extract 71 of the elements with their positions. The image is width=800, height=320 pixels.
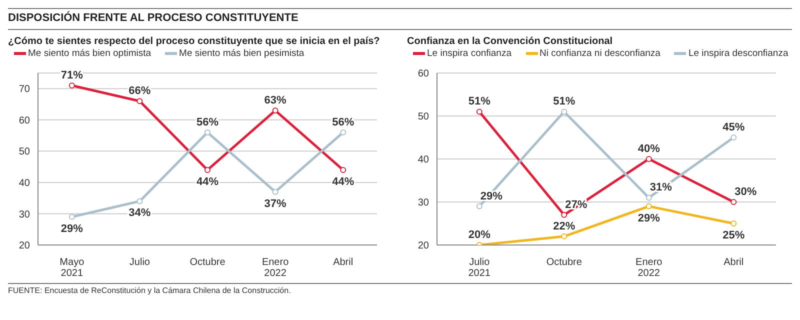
x-tick-label: Abril xyxy=(724,257,744,268)
data-label: 20% xyxy=(468,229,491,241)
data-label: 22% xyxy=(553,220,576,232)
data-label: 45% xyxy=(722,122,745,134)
y-tick-label: 70 xyxy=(18,84,30,96)
x-tick-label: Enero 2022 xyxy=(262,257,290,279)
y-tick-label: 40 xyxy=(18,178,30,190)
y-tick-label: 20 xyxy=(418,240,430,252)
point xyxy=(730,199,737,205)
point xyxy=(561,233,568,240)
legend-label: Ni confianza ni desconfianza xyxy=(540,48,660,59)
point xyxy=(136,198,143,204)
data-label: 29% xyxy=(480,190,503,202)
data-label: 25% xyxy=(722,230,745,242)
point xyxy=(476,203,482,210)
chart-title: Confianza en la Convención Constitucional xyxy=(407,36,614,47)
point xyxy=(136,98,143,104)
data-label: 40% xyxy=(638,143,660,155)
x-tick-label: Julio 2021 xyxy=(468,257,491,279)
x-tick-label: Octubre xyxy=(546,257,582,268)
legend-label: Me siento más bien optimista xyxy=(28,48,152,59)
chart-title: DISPOSICIÓN FRENTE AL PROCESO CONSTITUYENTE xyxy=(8,8,792,30)
point xyxy=(476,108,482,115)
chart-subtitle: ¿Cómo te sientes respecto del proceso constituyente que se inicia en el país? xyxy=(8,36,381,47)
point xyxy=(272,108,278,114)
data-label: 71% xyxy=(60,70,84,82)
point xyxy=(340,166,346,173)
legend-label: Le inspira desconfianza xyxy=(688,48,788,59)
point xyxy=(646,203,652,210)
data-label: 56% xyxy=(196,116,219,128)
point xyxy=(730,134,737,140)
point xyxy=(204,166,210,173)
y-tick-label: 30 xyxy=(18,209,30,220)
data-label: 29% xyxy=(638,212,660,224)
y-tick-label: 60 xyxy=(418,68,430,80)
data-label: 44% xyxy=(332,176,354,188)
point xyxy=(204,129,210,136)
y-tick-label: 30 xyxy=(418,198,430,209)
y-tick-label: 50 xyxy=(418,112,430,123)
data-label: 63% xyxy=(264,94,287,107)
point xyxy=(646,156,652,162)
y-tick-label: 60 xyxy=(18,115,30,126)
data-label: 34% xyxy=(128,207,151,220)
x-tick-label: Enero 2022 xyxy=(636,257,663,279)
point xyxy=(68,82,75,89)
data-label: 44% xyxy=(196,176,219,188)
x-tick-label: Abril xyxy=(333,257,354,268)
legend-label: Me siento más bien pesimista xyxy=(179,48,304,59)
data-label: 51% xyxy=(553,96,576,108)
point xyxy=(730,220,737,226)
data-label: 37% xyxy=(264,198,287,210)
point xyxy=(340,129,346,136)
data-label: 66% xyxy=(128,85,151,98)
point xyxy=(561,212,568,218)
y-tick-label: 50 xyxy=(18,146,30,158)
x-tick-label: Julio xyxy=(129,257,150,268)
x-tick-label: Mayo 2021 xyxy=(60,257,85,279)
data-label: 51% xyxy=(468,96,491,108)
point xyxy=(561,108,568,115)
point xyxy=(646,194,652,201)
point xyxy=(68,214,75,220)
data-label: 30% xyxy=(734,186,757,198)
source-note: FUENTE: Encuesta de ReConstitución y la Cámara Chilena de la Construcción. xyxy=(8,286,792,295)
data-label: 31% xyxy=(650,182,672,194)
legend-label: Le inspira confianza xyxy=(427,48,512,59)
y-tick-label: 20 xyxy=(18,240,30,252)
point xyxy=(272,188,278,195)
data-label: 29% xyxy=(60,222,84,235)
y-tick-label: 40 xyxy=(418,154,430,166)
x-tick-label: Octubre xyxy=(190,257,226,268)
data-label: 56% xyxy=(332,116,354,128)
